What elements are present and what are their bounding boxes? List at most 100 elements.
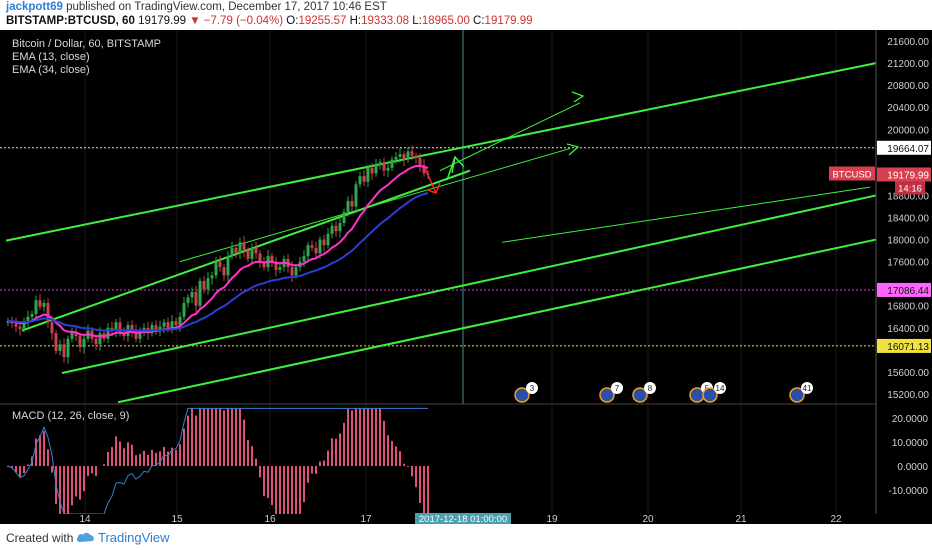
tradingview-brand[interactable]: TradingView [98, 530, 170, 545]
ema-34-legend[interactable]: EMA (34, close) [12, 64, 90, 76]
candle-body [230, 247, 234, 257]
price-chart[interactable]: 37851441 21600.0021200.0020800.0020400.0… [0, 30, 932, 524]
candle-body [114, 322, 118, 331]
candle-body [62, 344, 66, 358]
cursor-time-label: 2017-12-18 01:00:00 [419, 514, 507, 524]
candle-body [122, 333, 126, 337]
candle-body [330, 225, 334, 235]
candle-body [214, 261, 218, 276]
event-marker[interactable]: 7 [599, 382, 623, 403]
candle-body [190, 291, 194, 298]
symbol-label: BITSTAMP:BTCUSD, 60 [6, 15, 135, 27]
candle-body [22, 322, 26, 329]
trend-line [61, 194, 877, 374]
macd-bar [403, 463, 405, 466]
close-value: 19179.99 [484, 15, 533, 27]
candle-body [34, 300, 38, 315]
candle-body [54, 333, 58, 351]
candle-body [198, 280, 202, 306]
event-marker[interactable]: 14 [702, 382, 726, 403]
arrow-head [566, 143, 580, 156]
macd-bar [351, 410, 353, 466]
macd-bar [263, 466, 265, 497]
flag-icon [514, 387, 530, 403]
macd-bar [311, 466, 313, 474]
price-tick: 15600.00 [887, 368, 929, 379]
candle-body [218, 261, 222, 268]
candle-body [386, 167, 390, 171]
candle-body [318, 239, 322, 254]
price-tick: 21200.00 [887, 59, 929, 70]
macd-bar [363, 408, 365, 466]
candle-body [402, 154, 406, 160]
published-text: published on TradingView.com, December 1… [62, 1, 387, 13]
macd-legend[interactable]: MACD (12, 26, close, 9) [12, 410, 129, 422]
event-markers[interactable]: 37851441 [514, 382, 813, 403]
event-count: 3 [530, 384, 535, 393]
macd-bar [203, 408, 205, 466]
author-link[interactable]: jackpott69 [6, 1, 63, 13]
time-tick: 16 [264, 514, 276, 524]
macd-bar [79, 466, 81, 500]
candle-body [154, 325, 158, 331]
candle-body [18, 326, 22, 329]
tradingview-cloud-icon[interactable] [76, 530, 96, 544]
price-tick: 17086.44 [887, 286, 929, 297]
macd-bar [115, 436, 117, 466]
event-marker[interactable]: 3 [514, 382, 538, 403]
candle-body [14, 323, 18, 327]
macd-bar [15, 466, 17, 473]
macd-bar [339, 433, 341, 466]
time-tick: 22 [830, 514, 842, 524]
candle-body [254, 247, 258, 254]
event-badge [801, 382, 813, 394]
macd-bar [187, 415, 189, 466]
time-tick: 15 [171, 514, 183, 524]
macd-bar [259, 466, 261, 478]
macd-bar [83, 466, 85, 492]
macd-bar [411, 466, 413, 477]
ema-13-legend[interactable]: EMA (13, close) [12, 51, 90, 63]
arrow-head [571, 91, 585, 103]
macd-bar [127, 442, 129, 466]
candle-body [206, 278, 210, 290]
macd-bar [319, 461, 321, 466]
macd-bar [407, 466, 409, 467]
macd-bar [235, 408, 237, 466]
macd-bar [303, 466, 305, 502]
last-price: 19179.99 [138, 15, 187, 27]
macd-bar [131, 444, 133, 466]
open-label: O: [286, 15, 299, 27]
symbol-badge [829, 166, 875, 181]
candle-body [274, 261, 278, 270]
macd-bar [247, 440, 249, 466]
publish-line: jackpott69 published on TradingView.com,… [6, 1, 387, 13]
time-tick: 19 [546, 514, 558, 524]
macd-bar [111, 447, 113, 466]
macd-bar [139, 454, 141, 466]
candle-body [334, 225, 338, 232]
flag-icon [789, 387, 805, 403]
event-marker[interactable]: 8 [632, 382, 656, 403]
macd-bar [119, 441, 121, 466]
macd-bar [347, 409, 349, 466]
macd-bar [175, 449, 177, 466]
time-tick: 14 [79, 514, 91, 524]
event-marker[interactable]: 41 [789, 382, 813, 403]
macd-bar [231, 408, 233, 466]
macd-bar [427, 466, 429, 514]
macd-bar [215, 408, 217, 466]
price-tick: 20400.00 [887, 103, 929, 114]
candle-body [354, 184, 358, 207]
candle-body [246, 250, 250, 259]
candle-body [422, 165, 426, 174]
candle-body [134, 330, 138, 339]
price-tick: 19664.07 [887, 144, 929, 155]
flag-icon [599, 387, 615, 403]
candle-body [302, 256, 306, 262]
price-tick: 16800.00 [887, 302, 929, 313]
candle-body [310, 245, 314, 248]
event-badge [714, 382, 726, 394]
macd-bar [75, 466, 77, 497]
trend-lines [5, 62, 877, 404]
